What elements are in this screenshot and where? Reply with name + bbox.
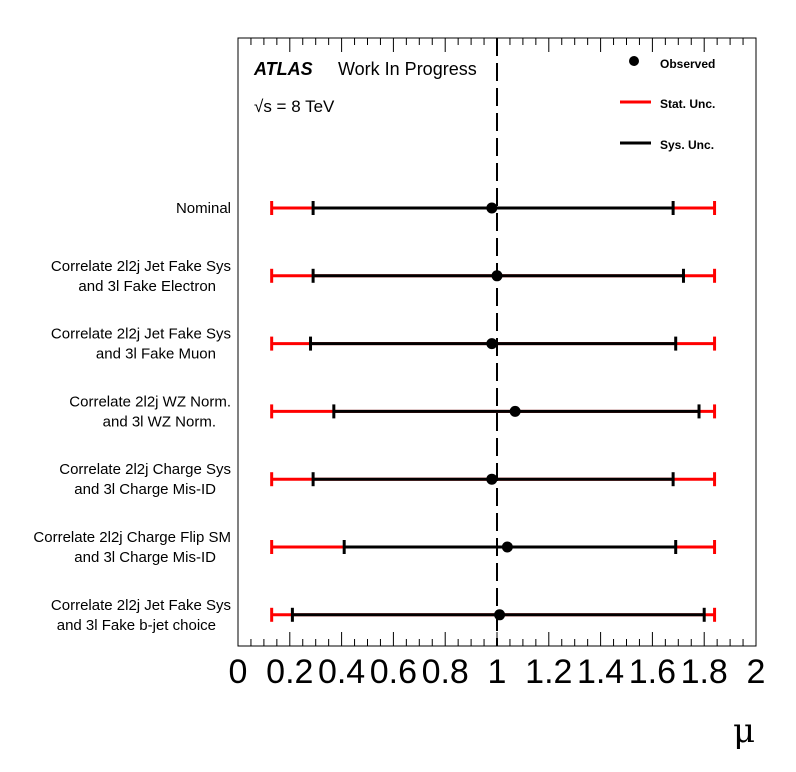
row-label-1: Correlate 2l2j Jet Fake Sys and 3l Fake E… [51, 258, 231, 295]
row-label-5: Correlate 2l2j Charge Flip SM and 3l Char… [33, 529, 231, 566]
row-6: Correlate 2l2j Jet Fake Sys and 3l Fake b… [51, 597, 717, 634]
energy-label: √s = 8 TeV [254, 97, 335, 116]
row-label-line: and 3l Fake b-jet choice [57, 617, 216, 634]
observed-point [486, 473, 498, 485]
row-5: Correlate 2l2j Charge Flip SM and 3l Char… [33, 529, 717, 566]
legend-sys-label: Sys. Unc. [660, 138, 714, 152]
row-label-2: Correlate 2l2j Jet Fake Sys and 3l Fake M… [51, 326, 231, 363]
x-tick-label-7: 1.4 [577, 653, 624, 691]
x-axis-label: μ [733, 711, 755, 751]
row-label-6: Correlate 2l2j Jet Fake Sys and 3l Fake b… [51, 597, 231, 634]
x-tick-label-8: 1.6 [629, 653, 676, 691]
status-label: Work In Progress [338, 59, 477, 79]
x-tick-label-4: 0.8 [422, 653, 469, 691]
row-label-line: Correlate 2l2j Charge Flip SM [33, 529, 231, 546]
row-0: Nominal [176, 200, 717, 217]
x-tick-label-3: 0.6 [370, 653, 417, 691]
row-3: Correlate 2l2j WZ Norm. and 3l WZ Norm. [69, 393, 717, 430]
row-label-line: and 3l WZ Norm. [103, 413, 216, 430]
row-label-line: and 3l Charge Mis-ID [74, 549, 216, 566]
x-tick-label-2: 0.4 [318, 653, 365, 691]
row-label-line: Correlate 2l2j WZ Norm. [69, 393, 231, 410]
x-tick-label-0: 0 [229, 653, 248, 691]
x-tick-label-5: 1 [488, 653, 507, 691]
row-label-line: Correlate 2l2j Jet Fake Sys [51, 258, 231, 275]
row-label-line: Correlate 2l2j Charge Sys [59, 461, 231, 478]
row-label-0: Nominal [176, 200, 231, 217]
observed-point [486, 338, 498, 350]
legend: Observed Stat. Unc. Sys. Unc. [620, 56, 715, 152]
observed-point [509, 405, 521, 417]
row-1: Correlate 2l2j Jet Fake Sys and 3l Fake E… [51, 258, 717, 295]
row-label-4: Correlate 2l2j Charge Sys and 3l Charge M… [59, 461, 231, 498]
row-4: Correlate 2l2j Charge Sys and 3l Charge M… [59, 461, 717, 498]
legend-observed-label: Observed [660, 57, 715, 71]
row-label-line: Correlate 2l2j Jet Fake Sys [51, 326, 231, 343]
row-label-3: Correlate 2l2j WZ Norm. and 3l WZ Norm. [69, 393, 231, 430]
x-tick-label-9: 1.8 [681, 653, 728, 691]
row-label-line: and 3l Fake Electron [78, 278, 216, 295]
row-label-line: and 3l Fake Muon [96, 346, 216, 363]
row-2: Correlate 2l2j Jet Fake Sys and 3l Fake M… [51, 326, 717, 363]
x-tick-label-10: 2 [747, 653, 766, 691]
observed-point [501, 541, 513, 553]
x-tick-label-1: 0.2 [266, 653, 313, 691]
observed-point [494, 609, 506, 621]
row-label-line: Correlate 2l2j Jet Fake Sys [51, 597, 231, 614]
atlas-label: ATLAS [253, 59, 313, 79]
x-tick-label-6: 1.2 [525, 653, 572, 691]
legend-stat-label: Stat. Unc. [660, 97, 715, 111]
observed-point [486, 202, 498, 214]
row-label-line: and 3l Charge Mis-ID [74, 481, 216, 498]
legend-observed-marker [629, 56, 639, 66]
